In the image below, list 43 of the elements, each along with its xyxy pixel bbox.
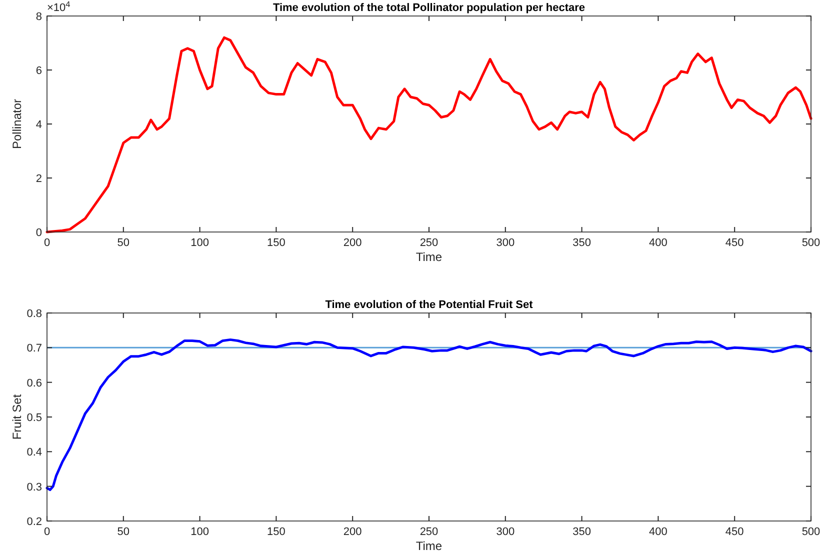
y-tick-label: 0.2 [26,516,42,528]
x-tick-label: 100 [190,526,209,538]
x-tick-label: 200 [343,237,362,249]
x-tick-label: 100 [190,237,209,249]
line-series [46,36,812,234]
y-tick-label: 8 [36,11,42,23]
y-tick-label: 0.3 [26,481,42,494]
x-tick-label: 300 [496,237,515,249]
x-tick-label: 350 [572,237,591,249]
x-tick-label: 400 [649,526,668,538]
y-axis-title: Pollinator [10,98,24,150]
x-tick-label: 250 [420,237,438,249]
chart-title: Time evolution of the total Pollinator population per hectare [272,2,586,14]
x-axis-title: Time [416,250,442,264]
line-series [46,338,812,492]
x-tick-label: 500 [802,526,820,538]
y-tick-label: 0.6 [26,377,42,390]
x-tick-label: 50 [117,526,130,538]
y-axis-title: Fruit Set [10,394,24,440]
x-tick-label: 200 [343,526,362,538]
chart-title: Time evolution of the Potential Fruit Set [325,299,534,311]
x-tick-label: 150 [267,237,286,249]
x-tick-label: 0 [44,237,50,249]
y-tick-label: 0.8 [26,308,42,320]
x-tick-label: 300 [496,526,515,538]
x-tick-label: 250 [420,526,438,538]
x-tick-label: 350 [572,526,591,538]
y-tick-label: 6 [36,65,42,77]
x-tick-label: 50 [117,237,130,249]
text: ×10$^{4}$ [47,0,71,14]
x-tick-label: 450 [725,526,744,538]
y-tick-label: 0 [36,227,42,239]
x-tick-label: 400 [649,237,668,249]
y-tick-label: 0.5 [26,412,42,424]
y-tick-label: 4 [36,119,42,131]
y-tick-label: 0.7 [26,342,42,355]
x-tick-label: 0 [44,526,50,538]
y-tick-label: 0.4 [26,446,42,459]
x-tick-label: 500 [802,237,820,249]
x-tick-label: 150 [267,526,286,538]
x-axis-title: Time [416,539,442,553]
y-tick-label: 2 [36,173,42,185]
x-tick-label: 450 [725,237,744,249]
